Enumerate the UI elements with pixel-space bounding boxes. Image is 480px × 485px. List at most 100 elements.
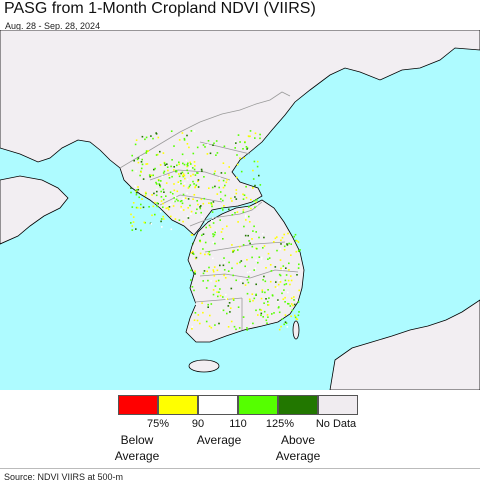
ndvi-pixel [174,218,177,220]
ndvi-pixel [247,135,250,137]
ndvi-pixel [232,297,235,300]
ndvi-pixel [201,216,203,218]
ndvi-pixel [183,139,186,141]
ndvi-pixel [234,212,236,214]
ndvi-pixel [211,211,214,213]
ndvi-pixel [192,167,194,169]
ndvi-pixel [201,170,203,172]
legend-swatch-nodata [318,395,358,415]
ndvi-pixel [197,172,199,174]
ndvi-pixel [182,174,184,177]
ndvi-pixel [157,136,160,139]
ndvi-pixel [168,206,171,208]
ndvi-pixel [298,263,300,266]
ndvi-pixel [193,289,195,292]
ndvi-pixel [219,219,221,221]
ndvi-pixel [162,198,165,201]
ndvi-pixel [259,137,261,140]
ndvi-pixel [298,311,300,313]
ndvi-pixel [186,134,188,137]
ndvi-pixel [228,166,230,168]
ndvi-pixel [260,258,263,260]
ndvi-pixel [246,292,249,295]
ndvi-pixel [144,194,147,197]
ndvi-pixel [196,319,199,322]
ndvi-pixel [150,223,152,225]
map-svg [0,30,480,390]
ndvi-pixel [237,306,240,308]
ndvi-pixel [193,319,196,321]
ndvi-pixel [210,280,212,282]
ndvi-pixel [165,207,168,210]
ndvi-pixel [204,146,206,148]
ndvi-pixel [131,154,133,157]
ndvi-pixel [258,256,261,258]
ndvi-pixel [155,132,157,134]
ndvi-pixel [243,157,246,159]
ndvi-pixel [155,181,157,184]
ndvi-pixel [290,297,293,300]
ndvi-pixel [284,321,287,323]
ndvi-pixel [202,233,205,235]
ndvi-pixel [297,241,300,243]
ndvi-pixel [262,247,264,249]
province-line-4 [204,241,286,253]
ndvi-pixel [197,203,199,206]
ndvi-pixel [249,221,251,223]
ndvi-pixel [249,135,251,138]
ndvi-pixel [237,134,240,136]
ndvi-pixel [296,318,299,321]
ndvi-pixel [202,311,204,314]
ndvi-pixel [154,201,156,204]
ndvi-pixel [185,159,188,162]
ndvi-pixel [260,297,263,300]
province-line-5 [199,269,299,279]
ndvi-pixel [215,280,218,283]
ndvi-pixel [143,221,146,224]
ndvi-pixel [135,228,137,230]
ndvi-pixel [169,203,172,206]
ndvi-pixel [178,161,180,164]
ndvi-pixel [186,143,189,145]
ndvi-pixel [257,314,259,316]
average-label: Average [196,433,242,447]
ndvi-pixel [184,197,187,199]
ndvi-pixel [205,226,207,229]
ndvi-pixel [260,314,262,317]
ndvi-pixel [256,160,259,163]
ndvi-pixel [191,328,193,330]
ndvi-pixel [279,274,282,277]
ndvi-pixel [218,176,221,179]
ndvi-pixel [221,207,223,209]
ndvi-pixel [263,310,266,313]
ndvi-pixel [176,190,179,193]
ndvi-pixel [154,213,156,216]
ndvi-pixel [166,166,169,168]
ndvi-pixel [226,298,228,300]
ndvi-pixel [130,191,132,194]
ndvi-pixel [161,226,163,228]
ndvi-pixel [141,158,143,161]
ndvi-pixel [200,205,202,207]
china-nk-border [119,91,291,169]
ndvi-pixel [152,137,154,140]
ndvi-pixels [130,130,301,331]
ndvi-pixel [295,250,298,253]
ndvi-pixel [151,214,153,217]
ndvi-pixel [235,192,238,195]
ndvi-pixel [210,202,212,204]
ndvi-pixel [282,265,285,267]
ndvi-pixel [199,207,202,210]
ndvi-pixel [190,213,192,215]
ndvi-pixel [227,270,230,272]
ndvi-pixel [171,175,173,178]
ndvi-pixel [139,207,142,209]
ndvi-pixel [217,279,220,282]
ndvi-pixel [192,253,195,255]
ndvi-pixel [217,295,219,298]
ndvi-pixel [251,293,254,295]
ndvi-pixel [235,142,237,144]
ndvi-pixel [130,187,132,189]
ndvi-pixel [245,185,247,188]
ndvi-pixel [154,167,156,170]
